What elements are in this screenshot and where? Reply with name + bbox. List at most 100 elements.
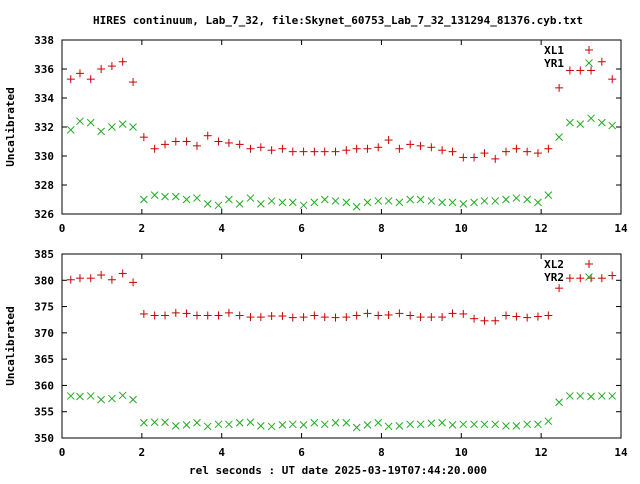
y-axis-label: Uncalibrated [4, 306, 17, 385]
data-point [331, 313, 340, 322]
data-point [352, 202, 361, 211]
data-point [384, 310, 393, 319]
y-tick-label: 330 [34, 150, 54, 163]
data-point [597, 57, 606, 66]
y-tick-label: 326 [34, 208, 54, 221]
data-point [288, 313, 297, 322]
data-point [544, 417, 553, 426]
data-point [320, 147, 329, 156]
data-point [267, 422, 276, 431]
data-point [459, 309, 468, 318]
data-point [406, 311, 415, 320]
data-point [182, 137, 191, 146]
data-point [374, 311, 383, 320]
data-point [76, 117, 84, 126]
data-point [406, 420, 415, 429]
data-point [203, 131, 212, 140]
data-point [278, 421, 287, 429]
data-point [374, 418, 383, 427]
y-tick-label: 380 [34, 274, 54, 287]
data-point [352, 423, 361, 432]
data-point [118, 57, 127, 66]
legend-label: YR1 [544, 57, 564, 70]
data-point [459, 153, 468, 162]
y-tick-label: 338 [34, 34, 54, 47]
y-tick-label: 334 [34, 92, 54, 105]
x-tick-label: 14 [614, 222, 628, 235]
data-point [129, 278, 138, 287]
data-point [374, 197, 383, 205]
data-point [129, 395, 137, 404]
data-point [161, 192, 169, 201]
data-point [427, 197, 436, 205]
data-point [256, 313, 265, 322]
data-point [555, 398, 563, 407]
data-point [267, 312, 276, 321]
data-point [480, 149, 489, 158]
data-point [587, 114, 595, 123]
data-point [278, 144, 287, 153]
plot-frame [61, 39, 622, 215]
data-point [576, 392, 585, 400]
data-point [299, 313, 308, 322]
data-point [587, 66, 596, 75]
y-axis-label: Uncalibrated [4, 87, 17, 166]
data-point [161, 140, 170, 149]
data-point [576, 120, 585, 128]
data-point [597, 392, 606, 400]
data-point [97, 65, 106, 73]
data-point [565, 274, 574, 283]
x-tick-label: 14 [614, 446, 628, 459]
data-point [203, 311, 212, 320]
data-point [288, 420, 297, 429]
data-point [107, 275, 116, 284]
data-point [139, 133, 148, 142]
plot-frame [61, 253, 622, 439]
data-point [246, 418, 255, 427]
data-point [566, 118, 574, 127]
data-point [299, 201, 308, 210]
data-point [374, 143, 383, 152]
x-tick-label: 8 [378, 222, 385, 235]
data-point [299, 421, 308, 429]
data-point [214, 201, 223, 210]
x-tick-label: 4 [218, 446, 225, 459]
data-point [278, 312, 287, 321]
data-point [459, 199, 468, 208]
data-point [288, 147, 297, 156]
data-point [171, 192, 180, 201]
data-point [427, 313, 436, 322]
data-point [278, 198, 287, 207]
data-point [214, 420, 223, 429]
data-point [310, 311, 319, 320]
data-point [171, 308, 180, 317]
data-point [203, 199, 212, 208]
data-point [480, 197, 489, 205]
data-point [555, 83, 564, 92]
data-point [310, 198, 319, 207]
data-point [502, 311, 511, 320]
data-point [395, 198, 404, 207]
data-point [235, 311, 244, 320]
data-point [534, 198, 542, 207]
data-point [502, 147, 511, 156]
x-tick-label: 12 [535, 222, 548, 235]
series-XL1 [66, 57, 617, 163]
data-point [608, 121, 617, 130]
series-YR2 [66, 391, 617, 432]
data-point [182, 195, 191, 204]
data-point [512, 194, 521, 202]
data-point [352, 311, 361, 320]
data-point [108, 394, 116, 403]
data-point [395, 309, 404, 318]
y-tick-label: 360 [34, 379, 54, 392]
series-YR1 [66, 114, 617, 211]
x-axis-label: rel seconds : UT date 2025-03-19T07:44:2… [189, 464, 487, 477]
data-point [534, 420, 542, 429]
data-point [171, 422, 180, 430]
data-point [363, 421, 372, 429]
x-tick-label: 8 [378, 446, 385, 459]
data-point [320, 313, 329, 322]
data-point [470, 153, 479, 162]
data-point [448, 421, 457, 429]
